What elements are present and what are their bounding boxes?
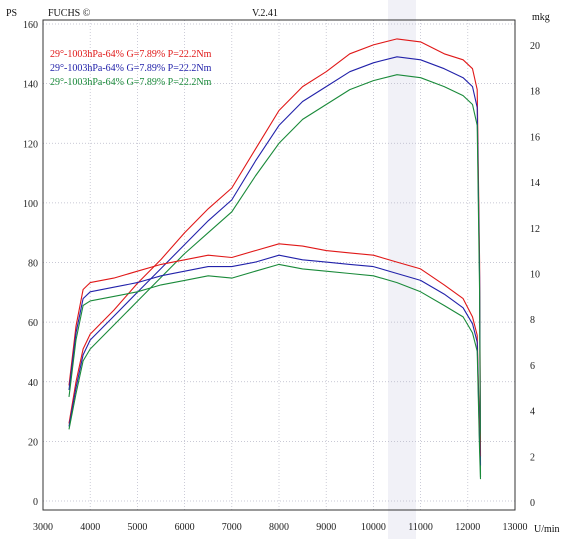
series-lines [68, 38, 482, 480]
left-axis-unit: PS [6, 8, 17, 19]
legend-entry-1: 29°-1003hPa-64% G=7.89% P=22.2Nm [50, 63, 212, 74]
y2-tick-label-8: 16 [530, 132, 540, 143]
left-axis-ticks: 0 20 40 60 80 100 120 140 160 [23, 20, 38, 508]
y-tick-label-5: 100 [23, 199, 38, 210]
x-tick-label-3: 6000 [175, 522, 195, 533]
y2-tick-label-2: 4 [530, 407, 535, 418]
y-tick-label-8: 160 [23, 20, 38, 31]
y2-tick-label-3: 6 [530, 361, 535, 372]
y-tick-label-6: 120 [23, 139, 38, 150]
x-tick-label-8: 11000 [408, 522, 433, 533]
x-tick-label-10: 13000 [503, 522, 528, 533]
x-tick-label-1: 4000 [80, 522, 100, 533]
series-line-torque-4 [68, 254, 482, 466]
y-tick-label-2: 40 [28, 378, 38, 389]
right-axis-ticks: 0 2 4 6 8 10 12 14 16 18 20 [530, 41, 540, 509]
x-tick-label-5: 8000 [269, 522, 289, 533]
series-line-power-0 [68, 38, 482, 457]
grid [42, 20, 516, 510]
y2-tick-label-6: 12 [530, 224, 540, 235]
y-tick-label-0: 0 [33, 497, 38, 508]
x-tick-label-2: 5000 [127, 522, 147, 533]
y2-tick-label-10: 20 [530, 41, 540, 52]
y-tick-label-3: 60 [28, 318, 38, 329]
x-axis-ticks: 3000 4000 5000 6000 7000 8000 9000 10000 11000 12… [33, 522, 528, 533]
x-tick-label-6: 9000 [316, 522, 336, 533]
x-tick-label-9: 12000 [455, 522, 480, 533]
x-tick-label-0: 3000 [33, 522, 53, 533]
x-tick-label-7: 10000 [361, 522, 386, 533]
legend-entry-0: 29°-1003hPa-64% G=7.89% P=22.2Nm [50, 49, 212, 60]
series-line-power-1 [68, 56, 482, 466]
y2-tick-label-7: 14 [530, 178, 540, 189]
y-tick-label-4: 80 [28, 259, 38, 270]
right-axis-unit: mkg [532, 12, 550, 23]
series-line-torque-5 [68, 263, 482, 480]
y-tick-label-7: 140 [23, 80, 38, 91]
legend-entry-2: 29°-1003hPa-64% G=7.89% P=22.2Nm [50, 77, 212, 88]
series-line-power-2 [68, 74, 482, 478]
legend: 29°-1003hPa-64% G=7.89% P=22.2Nm 29°-1003… [50, 49, 212, 88]
y2-tick-label-9: 18 [530, 87, 540, 98]
y2-tick-label-4: 8 [530, 315, 535, 326]
brand-label: FUCHS © [48, 8, 91, 19]
scan-band [388, 0, 416, 539]
series-line-torque-3 [68, 243, 482, 457]
plot-frame [42, 19, 516, 511]
x-tick-label-4: 7000 [222, 522, 242, 533]
y-tick-label-1: 20 [28, 437, 38, 448]
x-axis-unit: U/min [534, 524, 560, 535]
y2-tick-label-0: 0 [530, 498, 535, 509]
y2-tick-label-5: 10 [530, 270, 540, 281]
version-label: V.2.41 [252, 8, 278, 19]
y2-tick-label-1: 2 [530, 452, 535, 463]
